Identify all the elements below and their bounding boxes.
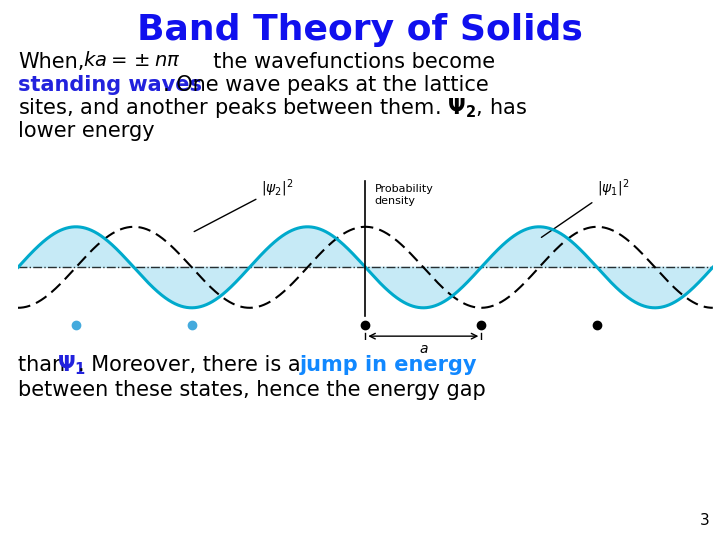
- Text: $ka = \pm n\pi$: $ka = \pm n\pi$: [83, 51, 181, 70]
- Text: . Moreover, there is a: . Moreover, there is a: [78, 355, 307, 375]
- Text: sites, and another peaks between them. $\mathbf{\Psi_2}$, has: sites, and another peaks between them. $…: [18, 96, 527, 120]
- Text: the wavefunctions become: the wavefunctions become: [200, 52, 495, 72]
- Text: standing waves: standing waves: [18, 75, 202, 95]
- Text: Band Theory of Solids: Band Theory of Solids: [137, 13, 583, 47]
- Text: Probability
density: Probability density: [374, 184, 433, 206]
- Text: a: a: [419, 342, 428, 356]
- Text: between these states, hence the energy gap: between these states, hence the energy g…: [18, 380, 486, 400]
- Text: $\mathbf{\Psi_1}$: $\mathbf{\Psi_1}$: [57, 353, 86, 377]
- Text: . One wave peaks at the lattice: . One wave peaks at the lattice: [163, 75, 489, 95]
- Text: $|\psi_2|^2$: $|\psi_2|^2$: [194, 177, 294, 232]
- Text: When,: When,: [18, 52, 84, 72]
- Text: 3: 3: [701, 513, 710, 528]
- Text: lower energy: lower energy: [18, 121, 155, 141]
- Text: than: than: [18, 355, 72, 375]
- Text: $|\psi_1|^2$: $|\psi_1|^2$: [541, 177, 629, 238]
- Text: jump in energy: jump in energy: [300, 355, 477, 375]
